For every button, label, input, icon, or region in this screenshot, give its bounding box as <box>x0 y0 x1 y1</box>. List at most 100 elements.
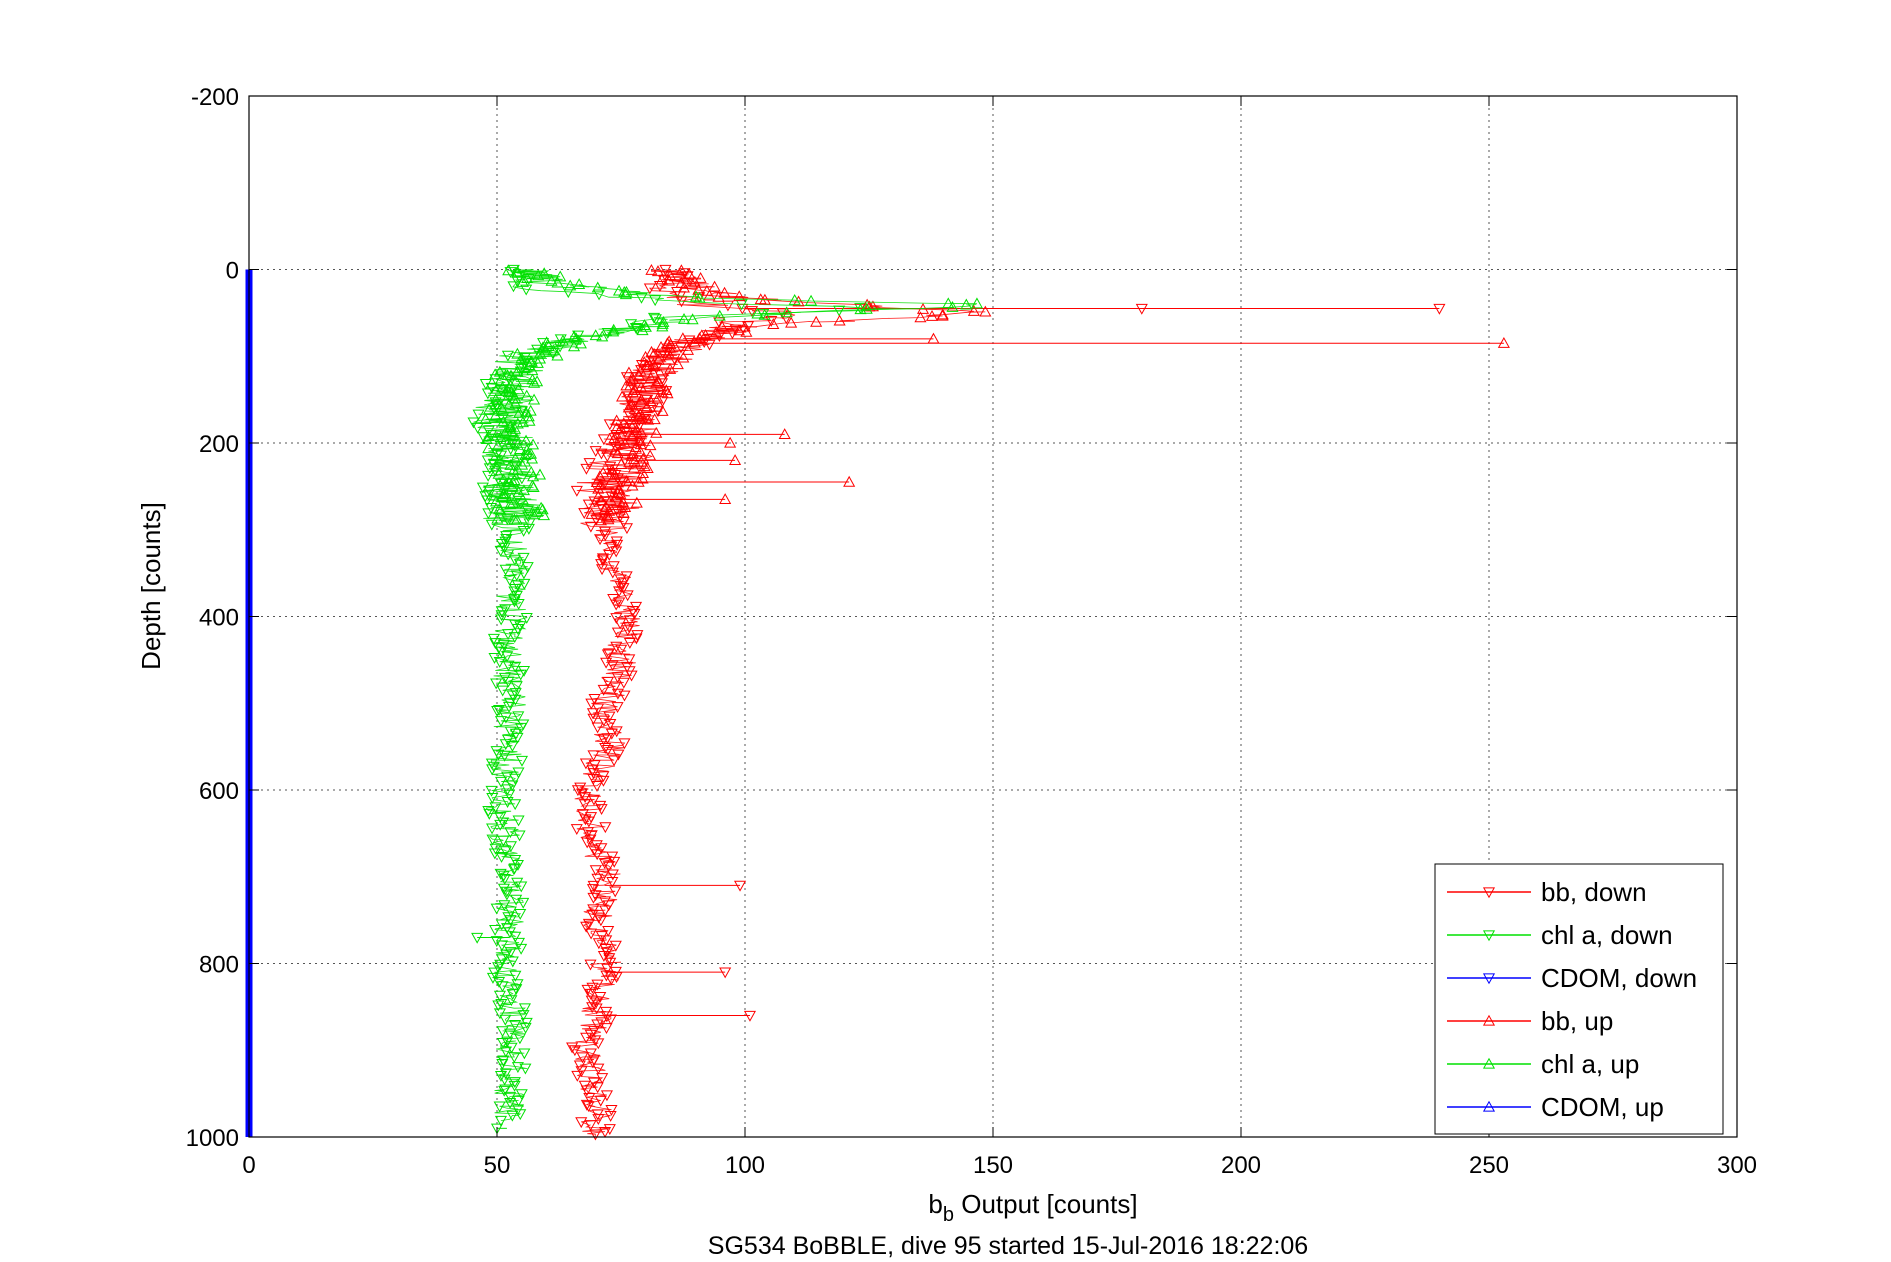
data-point <box>575 1117 588 1129</box>
data-point <box>979 305 992 317</box>
legend-entry: CDOM, down <box>1447 963 1697 993</box>
data-point <box>650 426 663 438</box>
data-point <box>608 468 621 480</box>
data-point <box>650 376 663 388</box>
outlier-point <box>1135 303 1148 315</box>
data-point <box>531 356 544 368</box>
data-point <box>656 320 669 332</box>
data-point <box>661 387 674 399</box>
data-point <box>480 433 493 444</box>
y-tick-label: 200 <box>199 431 239 458</box>
data-point <box>589 446 602 458</box>
data-point <box>735 299 748 311</box>
data-point <box>611 447 624 459</box>
data-point <box>592 1038 605 1050</box>
legend-label: chl a, down <box>1541 920 1673 950</box>
outlier-point <box>843 475 856 487</box>
data-point <box>518 455 532 467</box>
outlier-point <box>719 967 732 979</box>
y-tick-label: 800 <box>199 952 239 979</box>
data-point <box>496 1037 510 1049</box>
y-tick-label: 400 <box>199 605 239 632</box>
data-point <box>504 827 517 839</box>
data-point <box>626 386 639 398</box>
data-point <box>677 281 690 293</box>
data-point <box>601 649 614 661</box>
data-point <box>582 499 595 511</box>
data-point <box>713 309 726 321</box>
data-point <box>610 599 623 611</box>
data-point <box>481 388 494 400</box>
data-point <box>780 306 793 318</box>
data-point <box>509 583 522 595</box>
data-point <box>518 1003 531 1015</box>
data-point <box>610 613 623 624</box>
data-point <box>622 366 635 378</box>
data-point <box>500 889 513 901</box>
outlier-point <box>743 1010 757 1022</box>
data-point <box>483 808 496 820</box>
x-tick-label: 300 <box>1717 1152 1757 1179</box>
data-point <box>596 330 609 342</box>
data-point <box>860 302 873 314</box>
data-point <box>511 877 524 889</box>
data-point <box>554 270 567 282</box>
data-point <box>498 672 512 684</box>
legend-entry: chl a, down <box>1447 920 1673 950</box>
x-tick-label: 100 <box>725 1152 765 1179</box>
data-point <box>489 368 502 380</box>
data-point <box>551 349 564 361</box>
data-point <box>607 594 620 605</box>
data-point <box>599 822 612 834</box>
data-point <box>511 347 524 359</box>
data-point <box>644 439 657 451</box>
data-point <box>602 861 615 873</box>
data-point <box>507 460 520 472</box>
data-point <box>854 303 867 315</box>
data-point <box>584 521 597 533</box>
x-tick-label: 150 <box>973 1152 1013 1179</box>
outlier-point <box>729 454 742 466</box>
data-point <box>643 283 656 295</box>
data-point <box>509 773 522 785</box>
data-point <box>592 912 605 924</box>
data-point <box>610 422 623 433</box>
data-point <box>703 289 716 301</box>
data-point <box>482 470 495 482</box>
x-tick-label: 50 <box>484 1152 511 1179</box>
data-point <box>694 271 707 283</box>
data-point <box>644 449 657 461</box>
data-point <box>600 1023 613 1035</box>
data-point <box>493 1008 506 1020</box>
data-point <box>489 398 503 410</box>
data-point <box>632 475 645 487</box>
data-point <box>498 1074 511 1086</box>
data-point <box>517 525 530 537</box>
data-point <box>596 553 609 565</box>
data-point <box>500 531 513 542</box>
data-point <box>605 1104 618 1116</box>
data-point <box>533 468 547 480</box>
data-point <box>656 404 669 416</box>
outlier-point <box>719 493 732 505</box>
data-point <box>721 300 735 312</box>
y-tick-label: -200 <box>191 84 239 111</box>
x-tick-label: 200 <box>1221 1152 1261 1179</box>
data-point <box>587 880 600 892</box>
data-point <box>489 393 502 405</box>
data-point <box>528 376 541 388</box>
x-axis-label-main: b <box>928 1189 942 1219</box>
legend-label: chl a, up <box>1541 1049 1639 1079</box>
data-point <box>628 608 641 620</box>
data-point <box>494 1115 507 1127</box>
data-point <box>602 925 615 937</box>
legend-marker <box>1482 930 1496 942</box>
data-point <box>677 351 690 363</box>
data-point <box>960 298 973 310</box>
data-point <box>616 390 629 402</box>
data-point <box>567 340 581 352</box>
data-point <box>597 775 610 787</box>
data-point <box>481 455 494 467</box>
legend-entry: CDOM, up <box>1447 1092 1664 1122</box>
